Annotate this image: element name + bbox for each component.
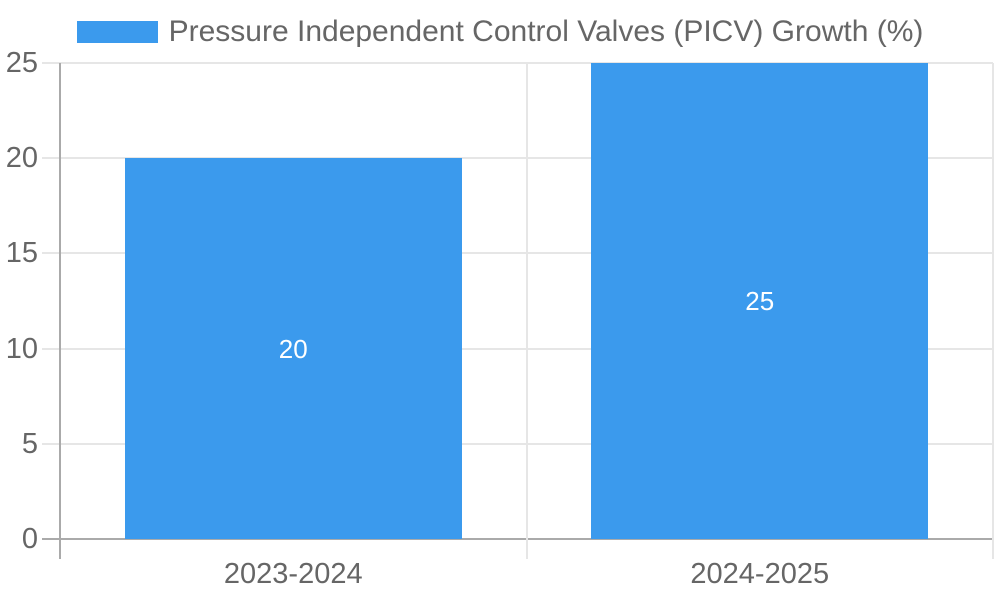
plot-right-border [992,63,994,559]
y-tick-25 [42,62,60,64]
y-tick-15 [42,252,60,255]
legend-label: Pressure Independent Control Valves (PIC… [168,15,924,48]
y-axis-label-15: 15 [5,237,38,270]
x-axis-label-2023-2024: 2023-2024 [223,558,363,590]
x-axis-baseline [42,538,993,540]
y-axis-line [59,63,61,559]
y-axis-label-20: 20 [5,142,38,175]
y-axis-label-10: 10 [5,332,38,365]
y-tick-20 [42,157,60,160]
bar-value-label-2024-2025: 25 [745,286,775,316]
bar-2024-2025[interactable] [591,63,929,539]
y-tick-10 [42,347,60,350]
legend[interactable]: Pressure Independent Control Valves (PIC… [0,0,1000,64]
y-axis-label-25: 25 [5,47,38,79]
legend-swatch [76,21,158,43]
bar-value-label-2023-2024: 20 [278,333,308,364]
y-tick-5 [42,442,60,445]
bar-2023-2024[interactable] [124,158,462,539]
gridline-x-boundary-1 [525,63,528,559]
x-axis-label-2024-2025: 2024-2025 [690,558,830,590]
y-axis-label-5: 5 [21,427,38,460]
y-axis-label-0: 0 [21,523,38,555]
